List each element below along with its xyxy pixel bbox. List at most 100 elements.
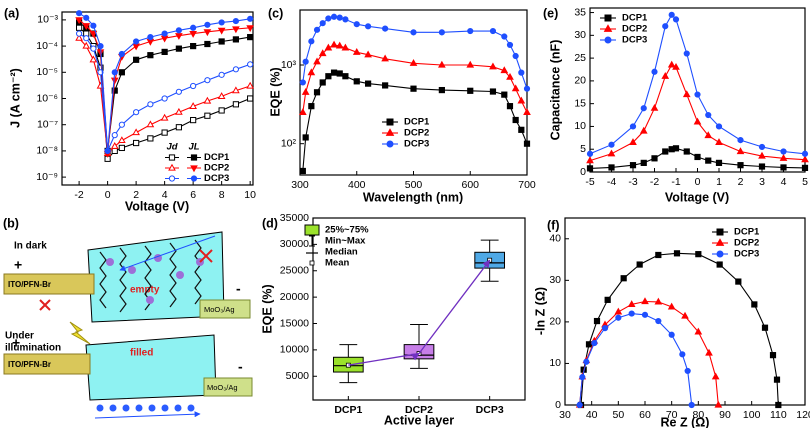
x-tick-label: 500 <box>405 179 423 191</box>
data-point <box>325 73 332 80</box>
data-point <box>75 17 83 25</box>
legend-marker <box>603 24 613 32</box>
data-point <box>204 77 211 84</box>
panel-label: (f) <box>547 218 560 232</box>
data-point <box>147 101 154 108</box>
x-tick-label: 70 <box>666 409 678 421</box>
y-tick-label: 10⁻⁶ <box>36 92 58 104</box>
y-tick-label: 5000 <box>286 370 310 382</box>
anode <box>3 273 95 295</box>
data-point <box>579 374 586 381</box>
data-point <box>246 81 254 89</box>
legend-label: DCP1 <box>404 117 430 128</box>
legend-label: DCP3 <box>204 173 229 184</box>
arrow <box>94 411 201 419</box>
x-axis-title: Wavelength (nm) <box>363 190 463 204</box>
data-point <box>175 45 182 52</box>
data-point <box>147 34 154 41</box>
series-line <box>580 252 779 406</box>
data-point <box>705 157 712 164</box>
data-point <box>506 72 514 80</box>
data-point <box>330 69 338 76</box>
legend-label: Median <box>325 247 358 258</box>
x-tick-label: 40 <box>586 409 598 421</box>
data-point <box>576 401 583 409</box>
series-line <box>78 37 251 155</box>
data-point <box>336 14 343 21</box>
legend-marker <box>716 250 724 258</box>
data-point <box>247 15 254 22</box>
data-point <box>204 40 211 48</box>
data-point <box>661 72 670 79</box>
data-point <box>246 25 254 33</box>
data-point <box>318 49 327 57</box>
legend-box <box>304 224 320 236</box>
data-point <box>232 86 240 94</box>
data-point <box>410 29 417 36</box>
data-point <box>500 66 509 74</box>
diagram-label: Under <box>5 331 34 342</box>
data-point <box>467 87 474 94</box>
data-point <box>161 129 168 136</box>
diagram: (b) In dark ITO/PFN-Br MoO₃/Ag + - empty <box>3 216 253 419</box>
data-point <box>341 43 350 51</box>
x-tick-label: 80 <box>692 409 704 421</box>
x-tick-label: 0 <box>105 189 111 201</box>
y-axis-title: EQE (%) <box>260 284 274 333</box>
data-point <box>672 62 680 70</box>
panel-label: (d) <box>262 216 278 230</box>
legend-label: DCP2 <box>204 163 229 174</box>
legend-label: DCP1 <box>204 152 230 163</box>
y-tick-label: 10⁻⁵ <box>36 66 58 78</box>
data-point <box>615 314 622 321</box>
data-point <box>118 136 126 144</box>
data-point <box>650 103 659 111</box>
data-point <box>313 89 321 96</box>
data-point <box>160 113 169 121</box>
x-axis-title: Voltage (V) <box>125 199 189 213</box>
data-point <box>636 261 643 268</box>
data-point <box>586 165 594 172</box>
axis-frame <box>299 9 528 176</box>
x-tick-label: -1 <box>671 176 680 188</box>
blocked-mark <box>39 249 213 311</box>
y-axis-title: -ln Z (Ω) <box>533 287 547 335</box>
series-line <box>78 33 251 154</box>
legend-marker <box>386 118 394 126</box>
data-point <box>204 112 211 119</box>
data-point <box>518 126 525 133</box>
legend-marker <box>168 163 176 171</box>
legend-marker <box>168 175 176 182</box>
data-point <box>523 108 531 115</box>
data-point <box>467 27 474 35</box>
data-point <box>655 251 662 259</box>
legend-label: DCP3 <box>622 35 647 46</box>
data-point <box>737 162 744 169</box>
y-tick-label: 10 <box>549 357 561 369</box>
data-point <box>365 80 372 87</box>
data-point <box>190 82 197 90</box>
cathode <box>203 377 253 397</box>
state-label: filled <box>130 348 153 359</box>
y-tick-label: 10000 <box>280 344 309 356</box>
x-tick-label: 50 <box>612 409 624 421</box>
data-point <box>97 42 104 50</box>
data-point <box>682 90 691 98</box>
series-line <box>579 313 693 406</box>
data-point <box>601 325 609 332</box>
data-point <box>217 27 226 35</box>
x-tick-label: -3 <box>628 176 637 188</box>
data-point <box>118 144 125 152</box>
data-point <box>662 23 669 30</box>
legend-label: DCP2 <box>734 238 759 249</box>
data-point <box>693 117 702 125</box>
data-point <box>299 79 306 86</box>
y-tick-label: 10⁻⁷ <box>37 118 58 130</box>
minus-sign: - <box>236 281 241 297</box>
data-point <box>146 120 155 128</box>
data-point <box>716 261 723 268</box>
y-tick-label: 10⁻⁹ <box>36 171 58 183</box>
legend-marker <box>190 154 198 161</box>
data-point <box>641 297 649 305</box>
